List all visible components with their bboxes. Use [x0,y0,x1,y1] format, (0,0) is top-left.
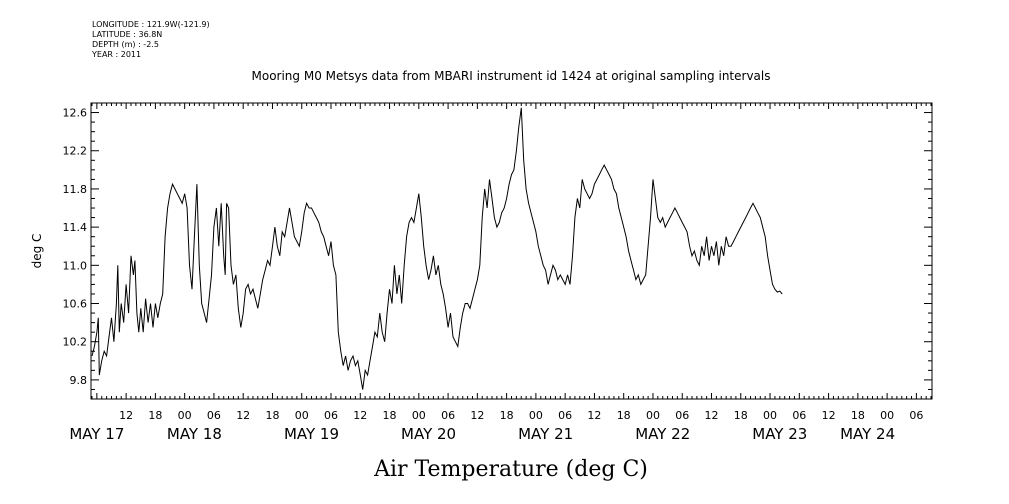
day-label: MAY 24 [840,425,895,443]
y-tick-label: 11.4 [63,221,88,234]
y-tick-label: 12.6 [63,107,88,120]
x-axis-label: Air Temperature (deg C) [373,457,648,482]
x-tick-label: 12 [587,409,601,422]
x-tick-label: 06 [558,409,572,422]
x-tick-label: 00 [178,409,192,422]
x-tick-label: 12 [470,409,484,422]
x-tick-label: 18 [851,409,865,422]
x-tick-label: 06 [792,409,806,422]
meta-longitude: LONGITUDE : 121.9W(-121.9) [92,20,210,29]
x-tick-label: 06 [909,409,923,422]
x-tick-label: 00 [646,409,660,422]
x-tick-label: 12 [705,409,719,422]
day-label: MAY 19 [284,425,339,443]
meta-depth: DEPTH (m) : -2.5 [92,40,159,49]
y-tick-labels: 9.8 10.2 10.6 11.0 11.4 11.8 12.2 12.6 [63,107,88,387]
x-tick-label: 18 [148,409,162,422]
x-tick-label: 12 [353,409,367,422]
y-tick-label: 11.8 [63,183,88,196]
y-tick-label: 10.2 [63,336,88,349]
x-tick-label: 06 [675,409,689,422]
x-tick-label: 00 [412,409,426,422]
metadata-block: LONGITUDE : 121.9W(-121.9) LATITUDE : 36… [92,20,210,60]
day-label: MAY 22 [635,425,690,443]
ticks-group [91,102,932,400]
x-tick-labels: 12 18 00 06 12 18 00 06 12 18 00 06 12 18 00 06 12 18 00 06… [119,409,923,422]
x-tick-label: 12 [236,409,250,422]
day-label: MAY 17 [69,425,124,443]
y-tick-label: 10.6 [63,298,88,311]
y-axis-label: deg C [30,234,44,269]
meta-year: YEAR : 2011 [92,50,142,59]
day-label: MAY 21 [518,425,573,443]
y-tick-label: 11.0 [63,259,88,272]
day-labels: MAY 17 MAY 18 MAY 19 MAY 20 MAY 21 MAY 22 MAY … [69,425,895,443]
x-tick-label: 00 [763,409,777,422]
y-tick-label: 9.8 [70,374,88,387]
x-tick-label: 18 [617,409,631,422]
x-tick-label: 18 [500,409,514,422]
x-tick-label: 00 [295,409,309,422]
x-tick-label: 00 [529,409,543,422]
day-label: MAY 18 [167,425,222,443]
chart-title: Mooring M0 Metsys data from MBARI instru… [252,69,771,83]
y-tick-label: 12.2 [63,145,88,158]
x-tick-label: 06 [324,409,338,422]
series-line [91,107,783,390]
day-label: MAY 23 [752,425,807,443]
meta-latitude: LATITUDE : 36.8N [92,30,163,39]
x-tick-label: 12 [119,409,133,422]
x-tick-label: 06 [441,409,455,422]
x-tick-label: 06 [207,409,221,422]
x-tick-label: 18 [734,409,748,422]
day-label: MAY 20 [401,425,456,443]
x-tick-label: 18 [265,409,279,422]
plot-frame [90,102,933,400]
x-tick-label: 18 [383,409,397,422]
x-tick-label: 00 [880,409,894,422]
x-tick-label: 12 [822,409,836,422]
